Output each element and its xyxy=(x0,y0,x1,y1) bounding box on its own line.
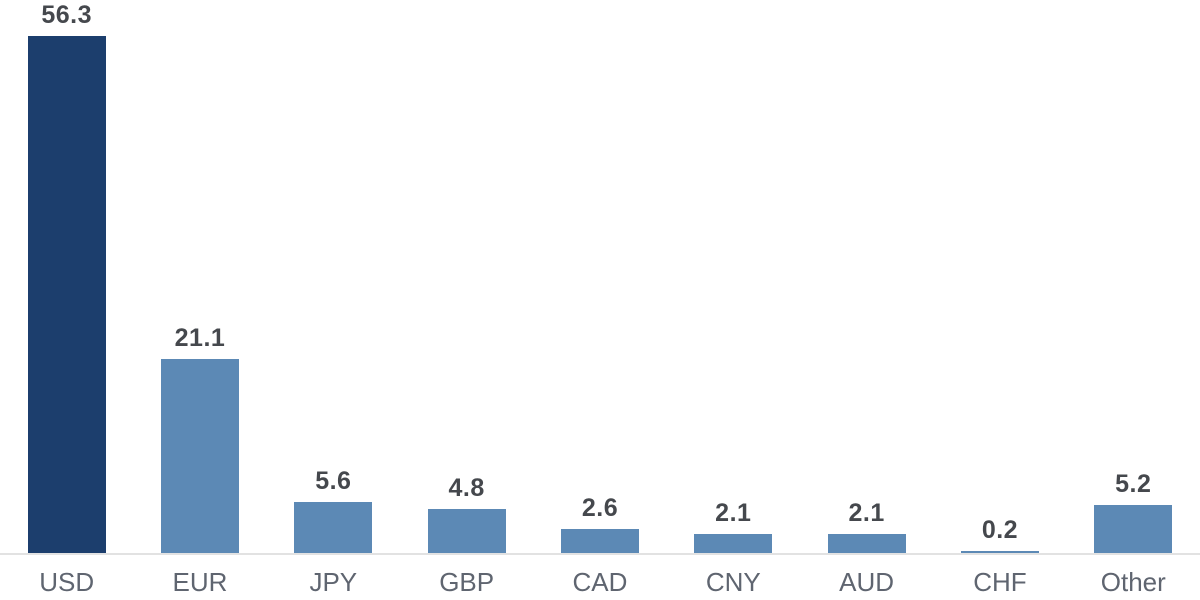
value-label-chf: 0.2 xyxy=(981,516,1019,544)
axis-label-cad: CAD xyxy=(572,567,628,597)
axis-label-chf: CHF xyxy=(973,567,1027,597)
bar-column-gbp: 4.8 xyxy=(400,0,533,553)
bar-other xyxy=(1094,505,1173,553)
bar-column-chf: 0.2 xyxy=(933,0,1066,553)
bar-jpy xyxy=(294,502,373,553)
bar-eur xyxy=(160,359,239,553)
x-axis-labels: USD EUR JPY GBP CAD CNY AUD CHF Other xyxy=(0,555,1200,600)
value-label-aud: 2.1 xyxy=(848,499,885,527)
axis-label-jpy: JPY xyxy=(309,567,358,597)
bar-column-cny: 2.1 xyxy=(667,0,800,553)
bar-column-jpy: 5.6 xyxy=(267,0,400,553)
bar-aud xyxy=(827,534,906,553)
value-label-usd: 56.3 xyxy=(41,1,92,29)
bar-column-other: 5.2 xyxy=(1067,0,1200,553)
bar-column-usd: 56.3 xyxy=(0,0,133,553)
bar-column-aud: 2.1 xyxy=(800,0,933,553)
bar-column-eur: 21.1 xyxy=(133,0,266,553)
value-label-cad: 2.6 xyxy=(581,494,619,522)
axis-label-eur: EUR xyxy=(172,567,228,597)
value-label-jpy: 5.6 xyxy=(315,467,352,495)
plot-area: 56.3 21.1 5.6 4.8 2.6 2.1 2.1 0.2 5.2 xyxy=(0,0,1200,553)
x-axis-line xyxy=(0,553,1200,555)
bar-chf xyxy=(960,551,1039,553)
axis-label-cny: CNY xyxy=(705,567,761,597)
value-label-other: 5.2 xyxy=(1115,470,1152,498)
axis-label-gbp: GBP xyxy=(439,567,495,597)
axis-label-other: Other xyxy=(1100,567,1166,597)
bar-cny xyxy=(694,534,773,553)
bar-column-cad: 2.6 xyxy=(533,0,666,553)
value-label-eur: 21.1 xyxy=(174,324,226,352)
axis-label-usd: USD xyxy=(39,567,95,597)
value-label-gbp: 4.8 xyxy=(448,474,485,502)
bar-gbp xyxy=(427,509,506,553)
bar-cad xyxy=(560,529,639,553)
bar-usd xyxy=(27,36,106,553)
value-label-cny: 2.1 xyxy=(715,499,752,527)
axis-label-aud: AUD xyxy=(839,567,895,597)
